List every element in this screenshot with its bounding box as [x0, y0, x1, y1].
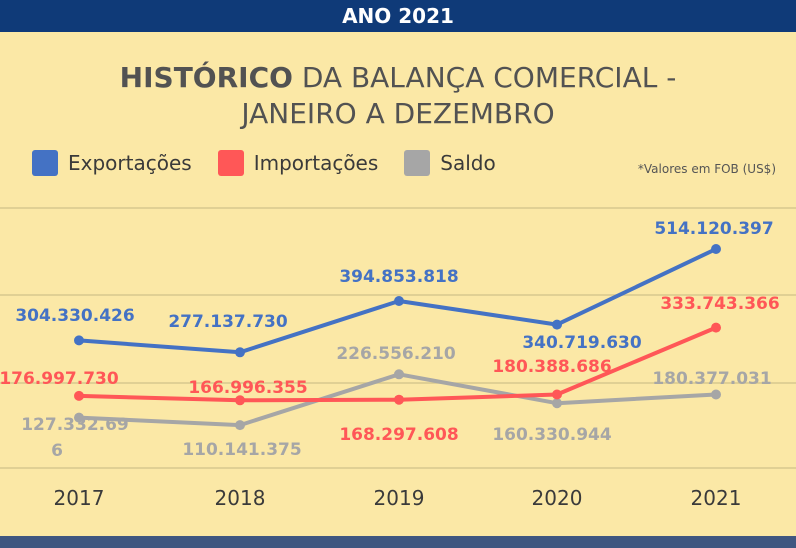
legend-label-importacoes: Importações	[253, 151, 379, 175]
data-label-1-2019: 168.297.608	[339, 425, 458, 445]
title-bold: HISTÓRICO	[119, 61, 293, 94]
series-0-point-2019	[394, 296, 404, 306]
series-2-point-2019	[394, 369, 404, 380]
legend-label-exportacoes: Exportações	[68, 151, 192, 175]
series-1-point-2017	[74, 390, 84, 401]
legend-item-importacoes: Importações	[217, 150, 379, 176]
x-tick-label-2017: 2017	[54, 486, 105, 510]
bottom-bar	[0, 536, 796, 548]
data-label-1-2021: 333.743.366	[660, 294, 779, 314]
series-0-point-2018	[235, 347, 245, 358]
title-line2: JANEIRO A DEZEMBRO	[241, 97, 555, 130]
data-label-0-2017: 304.330.426	[15, 306, 134, 326]
series-0-point-2021	[711, 244, 721, 254]
x-tick-label-2020: 2020	[532, 486, 583, 510]
series-1-point-2020	[552, 389, 562, 400]
series-0-point-2020	[552, 319, 562, 330]
legend-label-saldo: Saldo	[440, 151, 496, 175]
x-tick-label-2018: 2018	[215, 486, 266, 510]
data-label-2-2017: 127.332.69 6	[21, 415, 129, 461]
data-label-1-2020: 180.388.686	[492, 357, 611, 377]
data-label-2-2018: 110.141.375	[182, 440, 301, 460]
x-tick-label-2019: 2019	[374, 486, 425, 510]
series-1-point-2019	[394, 394, 404, 405]
title-rest: DA BALANÇA COMERCIAL -	[292, 61, 677, 94]
legend-item-exportacoes: Exportações	[32, 150, 192, 176]
currency-note: *Valores em FOB (US$)	[637, 162, 776, 176]
series-1-point-2021	[711, 322, 721, 333]
chart-title: HISTÓRICO DA BALANÇA COMERCIAL - JANEIRO…	[0, 60, 796, 132]
legend: Exportações Importações Saldo	[32, 150, 522, 176]
data-label-2-2021: 180.377.031	[652, 369, 771, 389]
series-2-point-2020	[552, 398, 562, 409]
data-label-0-2018: 277.137.730	[168, 312, 288, 332]
legend-swatch-exportacoes	[32, 150, 58, 176]
data-label-1-2017: 176.997.730	[0, 369, 119, 389]
x-tick-label-2021: 2021	[691, 486, 742, 510]
data-label-2-2020: 160.330.944	[492, 425, 612, 445]
series-1-point-2018	[235, 395, 245, 406]
legend-swatch-saldo	[404, 150, 431, 176]
year-banner: ANO 2021	[0, 0, 796, 32]
data-label-0-2020: 340.719.630	[522, 333, 642, 353]
data-label-1-2018: 166.996.355	[188, 378, 307, 398]
legend-item-saldo: Saldo	[404, 150, 496, 176]
data-label-0-2019: 394.853.818	[339, 267, 458, 287]
year-banner-text: ANO 2021	[342, 4, 454, 28]
legend-swatch-importacoes	[217, 150, 244, 176]
series-2-point-2021	[711, 389, 721, 400]
series-0-point-2017	[74, 335, 84, 346]
series-2-point-2017	[74, 412, 84, 423]
series-2-point-2018	[235, 420, 245, 431]
data-label-2-2019: 226.556.210	[336, 344, 456, 364]
data-label-0-2021: 514.120.397	[654, 219, 773, 239]
